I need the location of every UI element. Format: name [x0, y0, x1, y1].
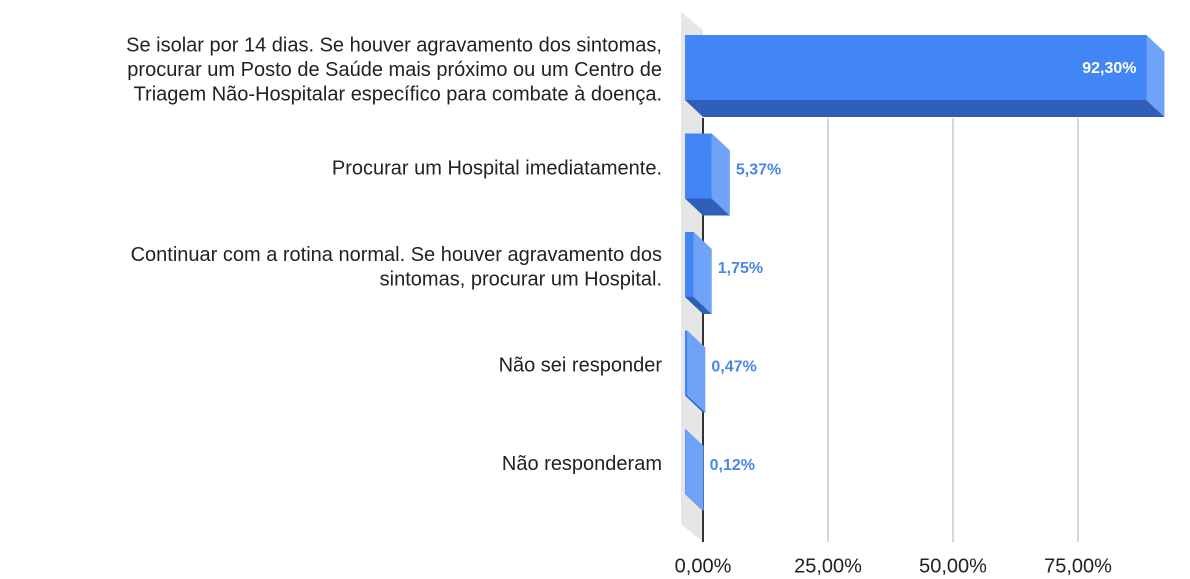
y-tick-label: Se isolar por 14 dias. Se houver agravam…: [126, 35, 662, 106]
x-tick-label: 25,00%: [794, 555, 862, 577]
bar-side: [687, 330, 706, 413]
y-tick-label-line: Não responderam: [502, 453, 662, 475]
y-tick-label-line: sintomas, procurar um Hospital.: [380, 269, 662, 291]
value-label: 0,47%: [711, 359, 756, 376]
y-tick-label-line: procurar um Posto de Saúde mais próximo …: [127, 59, 662, 81]
bar-side: [693, 232, 712, 314]
x-tick-label: 75,00%: [1044, 555, 1112, 577]
bar-side: [685, 429, 704, 511]
bar-bottom: [685, 297, 712, 314]
bar: [685, 429, 686, 494]
value-label: 0,12%: [710, 457, 755, 474]
y-tick-label: Procurar um Hospital imediatamente.: [332, 158, 662, 180]
value-label: 92,30%: [1082, 60, 1136, 77]
bar: [685, 35, 1147, 100]
value-label: 5,37%: [736, 162, 781, 179]
bar-bottom: [685, 100, 1165, 117]
y-tick-label-line: Continuar com a rotina normal. Se houver…: [131, 244, 662, 266]
bar-bottom: [685, 198, 730, 216]
bar: [685, 133, 712, 199]
y-tick-label-line: Triagem Não-Hospitalar específico para c…: [134, 84, 662, 106]
bar-side: [1146, 35, 1165, 117]
bar-bottom: [685, 494, 704, 511]
value-label: 1,75%: [718, 260, 763, 277]
y-tick-label-line: Procurar um Hospital imediatamente.: [332, 158, 662, 180]
bar-bottom: [685, 395, 706, 413]
x-tick-label: 0,00%: [675, 555, 732, 577]
y-tick-label-line: Se isolar por 14 dias. Se houver agravam…: [126, 35, 662, 57]
bar: [685, 330, 688, 396]
y-tick-label-line: Não sei responder: [499, 355, 663, 377]
bar: [685, 232, 694, 297]
y-tick-label: Não responderam: [502, 453, 662, 475]
y-tick-label: Não sei responder: [499, 355, 663, 377]
bar-side: [711, 133, 730, 216]
y-tick-label: Continuar com a rotina normal. Se houver…: [131, 244, 662, 291]
x-tick-label: 50,00%: [919, 555, 987, 577]
